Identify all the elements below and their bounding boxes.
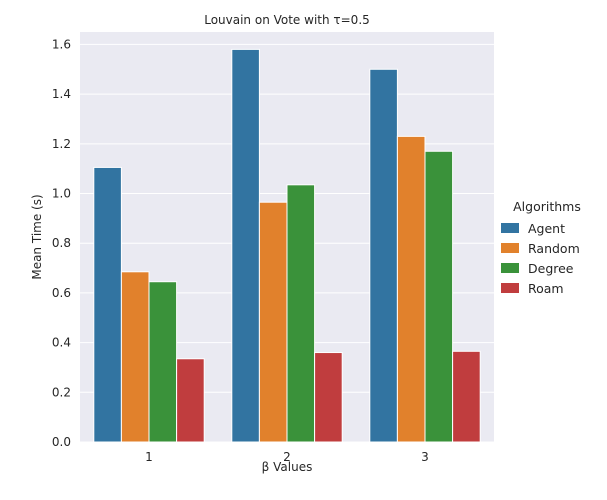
bar-agent-3 [369, 68, 398, 443]
bar-roam-1 [176, 358, 205, 443]
legend-swatch-random [501, 243, 519, 253]
y-tick-label: 1.0 [52, 187, 71, 201]
x-tick-label: 2 [283, 450, 291, 464]
bar-agent-2 [231, 48, 260, 443]
bar-degree-2 [286, 184, 316, 443]
y-tick-label: 1.4 [52, 87, 71, 101]
y-axis-label: Mean Time (s) [30, 194, 44, 279]
legend-swatch-degree [501, 263, 519, 273]
legend-swatch-agent [501, 223, 519, 233]
bar-roam-2 [314, 352, 343, 443]
y-tick-label: 1.2 [52, 137, 71, 151]
chart-title: Louvain on Vote with τ=0.5 [204, 13, 370, 27]
legend-title: Algorithms [513, 199, 581, 214]
x-axis-label: β Values [262, 460, 313, 474]
bars [93, 48, 481, 443]
legend-label-agent: Agent [528, 221, 565, 236]
bar-random-1 [120, 271, 150, 443]
bar-degree-3 [424, 150, 454, 443]
bar-random-2 [258, 201, 288, 443]
bar-roam-3 [452, 350, 481, 443]
y-tick-label: 0.2 [52, 385, 71, 399]
y-tick-label: 0.0 [52, 435, 71, 449]
y-tick-labels: 0.0 0.2 0.4 0.6 0.8 1.0 1.2 1.4 1.6 [52, 37, 71, 449]
bar-degree-1 [148, 281, 178, 443]
legend-label-degree: Degree [528, 261, 574, 276]
legend: Algorithms Agent Random Degree Roam [501, 199, 581, 296]
legend-label-random: Random [528, 241, 580, 256]
bar-random-3 [396, 135, 426, 443]
bar-agent-1 [93, 166, 122, 443]
y-tick-label: 1.6 [52, 37, 71, 51]
x-tick-label: 1 [145, 450, 153, 464]
x-tick-label: 3 [421, 450, 429, 464]
legend-label-roam: Roam [528, 281, 564, 296]
y-tick-label: 0.4 [52, 336, 71, 350]
legend-swatch-roam [501, 283, 519, 293]
y-tick-label: 0.6 [52, 286, 71, 300]
x-tick-labels: 1 2 3 [145, 450, 429, 464]
y-tick-label: 0.8 [52, 236, 71, 250]
